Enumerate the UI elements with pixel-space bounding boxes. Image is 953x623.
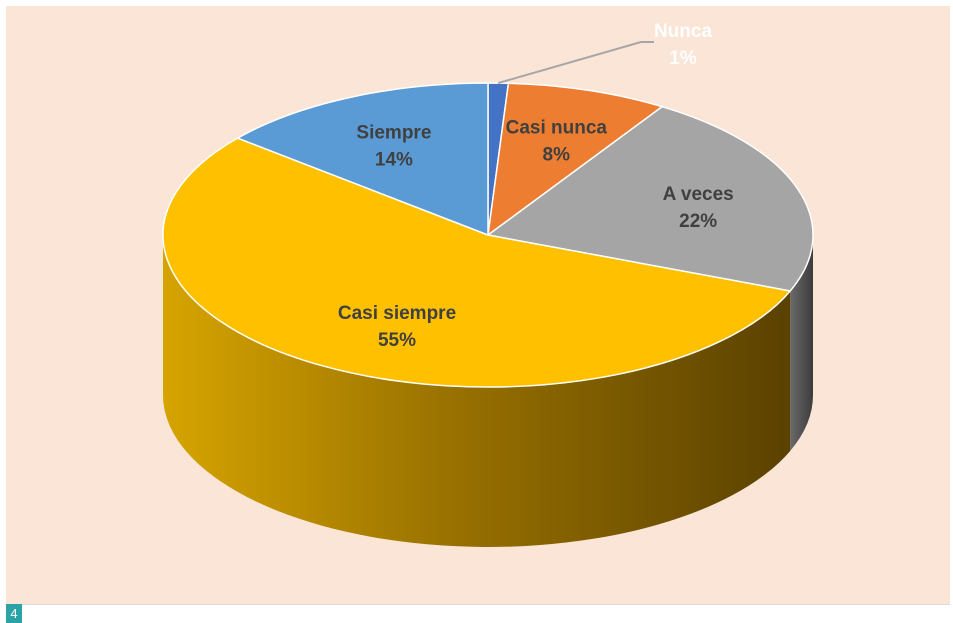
slice-labels: Nunca 1% Casi nunca 8% A veces 22% Casi siempr… <box>338 21 734 351</box>
leader-lines <box>497 41 654 85</box>
label-casi-siempre-name: Casi siempre <box>338 303 456 324</box>
label-nunca-name: Nunca <box>654 21 713 42</box>
pie-top-layer <box>162 82 814 388</box>
label-siempre-name: Siempre <box>356 122 431 143</box>
pie-side-layer <box>163 235 813 547</box>
pie-slice-casi-nunca <box>487 82 664 237</box>
label-casi-nunca-percent: 8% <box>543 145 571 166</box>
pie-slice-a-veces <box>486 105 814 292</box>
pie-slice-casi-siempre <box>162 137 792 388</box>
pie-side-casi-siempre <box>163 235 791 547</box>
pie-slice-siempre <box>235 82 489 237</box>
label-a-veces-name: A veces <box>663 184 734 205</box>
pie-chart: Nunca 1% Casi nunca 8% A veces 22% Casi siempr… <box>162 21 814 547</box>
chart-area: Nunca 1% Casi nunca 8% A veces 22% Casi siempr… <box>6 6 950 605</box>
label-casi-nunca-name: Casi nunca <box>506 118 608 139</box>
pie-side-a-veces <box>790 235 813 451</box>
label-siempre-percent: 14% <box>375 149 413 170</box>
label-nunca-percent: 1% <box>669 48 697 69</box>
label-casi-siempre-percent: 55% <box>378 330 416 351</box>
leader-line-nunca <box>497 41 654 85</box>
page-number-badge: 4 <box>6 604 22 623</box>
label-a-veces-percent: 22% <box>679 211 717 232</box>
